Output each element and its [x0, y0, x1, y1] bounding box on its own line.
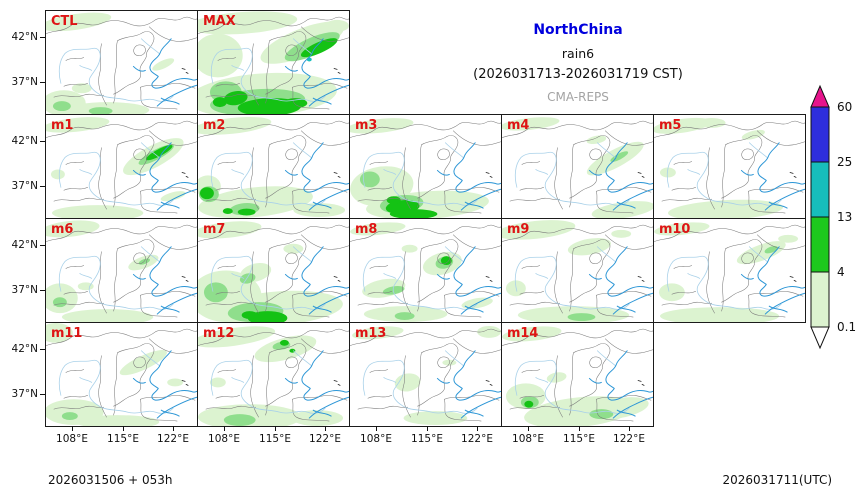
colorbar-level-label: 0.1: [837, 320, 856, 334]
precip-shading: [46, 12, 175, 114]
lon-tick-label: 122°E: [461, 433, 493, 445]
panel-m2: m2: [197, 114, 350, 219]
lat-tick-label: 37°N: [11, 388, 38, 400]
colorbar-level-label: 13: [837, 210, 852, 224]
region-title: NorthChina: [533, 22, 623, 38]
lon-tick-mark: [629, 426, 630, 431]
panel-m11: m11: [45, 322, 198, 427]
panel-label: m4: [507, 118, 529, 133]
panel-label: m11: [51, 326, 82, 341]
precip-shading: [502, 117, 653, 218]
lat-tick-mark: [40, 186, 45, 187]
lon-tick-label: 122°E: [309, 433, 341, 445]
panel-m10: m10: [653, 218, 806, 323]
panel-label: m6: [51, 222, 73, 237]
period-title: (2026031713-2026031719 CST): [473, 67, 683, 82]
lat-tick-mark: [40, 349, 45, 350]
panel-label: m2: [203, 118, 225, 133]
panel-m9: m9: [501, 218, 654, 323]
panel-label: m12: [203, 326, 234, 341]
init-time-block: 2026031506 + 053h 2026031514 + 053h: [48, 443, 173, 490]
panel-MAX: MAX: [197, 10, 350, 115]
lon-tick-label: 108°E: [360, 433, 392, 445]
lat-tick-mark: [40, 245, 45, 246]
lat-tick-label: 42°N: [11, 31, 38, 43]
lon-tick-label: 115°E: [563, 433, 595, 445]
panel-label: m14: [507, 326, 538, 341]
lon-tick-mark: [528, 426, 529, 431]
lon-tick-label: 115°E: [107, 433, 139, 445]
lat-tick-mark: [40, 141, 45, 142]
colorbar-level-label: 4: [837, 265, 845, 279]
lon-tick-mark: [376, 426, 377, 431]
colorbar-under-arrow: [810, 326, 830, 350]
lat-tick-label: 42°N: [11, 135, 38, 147]
precip-shading: [46, 323, 184, 426]
precip-shading: [352, 325, 501, 426]
lon-tick-mark: [579, 426, 580, 431]
panel-label: m9: [507, 222, 529, 237]
colorbar-segment: [810, 106, 830, 163]
colorbar-segment: [810, 216, 830, 273]
lat-tick-mark: [40, 37, 45, 38]
colorbar-over-arrow: [810, 84, 830, 108]
panel-label: m7: [203, 222, 225, 237]
panel-label: CTL: [51, 14, 77, 29]
panel-m12: m12: [197, 322, 350, 427]
precip-shading: [198, 326, 344, 426]
lon-tick-mark: [325, 426, 326, 431]
lon-tick-label: 108°E: [512, 433, 544, 445]
lat-tick-label: 42°N: [11, 239, 38, 251]
panel-m13: m13: [349, 322, 502, 427]
panel-m6: m6: [45, 218, 198, 323]
panel-label: m8: [355, 222, 377, 237]
panel-label: MAX: [203, 14, 236, 29]
lon-tick-mark: [275, 426, 276, 431]
colorbar-level-label: 60: [837, 100, 852, 114]
valid-time-utc: 2026031711(UTC): [722, 473, 833, 487]
lon-tick-mark: [173, 426, 174, 431]
colorbar: 60 25 13 4 0.1: [810, 84, 856, 350]
panel-label: m5: [659, 118, 681, 133]
init-time-line-1: 2026031506 + 053h: [48, 473, 173, 487]
colorbar-segment: [810, 161, 830, 218]
panel-m8: m8: [349, 218, 502, 323]
panel-label: m1: [51, 118, 73, 133]
lon-tick-mark: [224, 426, 225, 431]
lat-tick-label: 42°N: [11, 343, 38, 355]
lat-tick-mark: [40, 82, 45, 83]
lat-tick-mark: [40, 290, 45, 291]
panel-label: m13: [355, 326, 386, 341]
panel-m7: m7: [197, 218, 350, 323]
panel-CTL: CTL: [45, 10, 198, 115]
lon-tick-label: 108°E: [208, 433, 240, 445]
lon-tick-label: 115°E: [259, 433, 291, 445]
lat-tick-label: 37°N: [11, 76, 38, 88]
panel-m3: m3: [349, 114, 502, 219]
lat-tick-label: 37°N: [11, 180, 38, 192]
valid-time-block: 2026031711(UTC) 2026031719(CST): [723, 443, 833, 490]
lon-tick-mark: [123, 426, 124, 431]
lon-tick-label: 108°E: [56, 433, 88, 445]
panel-label: m3: [355, 118, 377, 133]
lon-tick-label: 122°E: [157, 433, 189, 445]
panel-m5: m5: [653, 114, 806, 219]
lon-tick-mark: [72, 426, 73, 431]
model-title: CMA-REPS: [547, 90, 609, 104]
lat-tick-mark: [40, 394, 45, 395]
lon-tick-mark: [477, 426, 478, 431]
panel-m14: m14: [501, 322, 654, 427]
lat-tick-label: 37°N: [11, 284, 38, 296]
lon-tick-mark: [427, 426, 428, 431]
panel-m1: m1: [45, 114, 198, 219]
variable-title: rain6: [561, 46, 595, 61]
colorbar-segment: [810, 271, 830, 328]
colorbar-level-label: 25: [837, 155, 852, 169]
lon-tick-label: 115°E: [411, 433, 443, 445]
lon-tick-label: 122°E: [613, 433, 645, 445]
panel-m4: m4: [501, 114, 654, 219]
precip-shading: [198, 116, 346, 218]
panel-label: m10: [659, 222, 690, 237]
